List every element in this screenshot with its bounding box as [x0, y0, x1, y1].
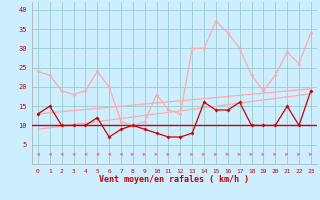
X-axis label: Vent moyen/en rafales ( km/h ): Vent moyen/en rafales ( km/h ): [100, 175, 249, 184]
